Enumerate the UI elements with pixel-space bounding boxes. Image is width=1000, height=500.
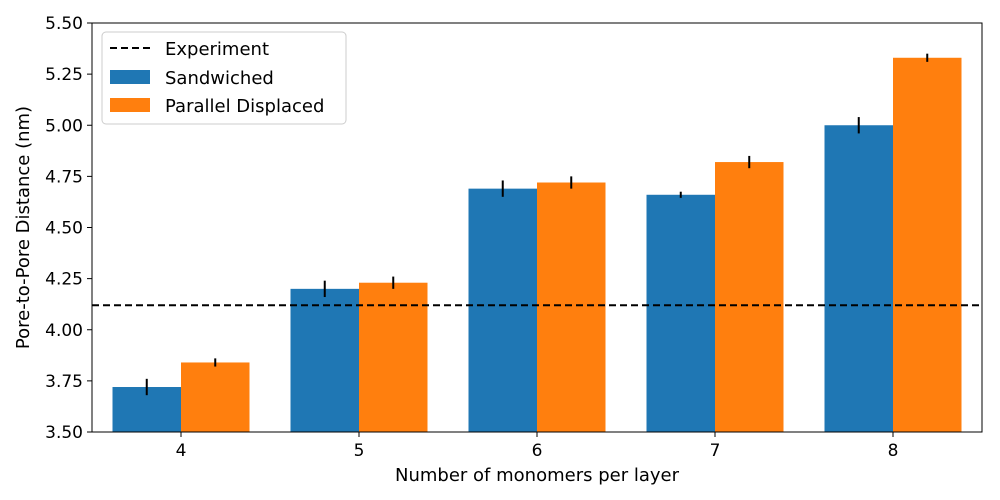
y-tick-label: 4.50 xyxy=(45,219,83,239)
x-tick-label: 6 xyxy=(532,441,543,461)
legend-label-experiment: Experiment xyxy=(165,39,269,60)
legend-box xyxy=(101,31,347,125)
legend: Experiment Sandwiched Parallel Displaced xyxy=(101,31,347,125)
bar-sandwiched-5 xyxy=(290,288,359,432)
y-tick-label: 4.25 xyxy=(45,270,83,290)
legend-swatch-parallel-displaced xyxy=(110,98,150,112)
x-axis-label: Number of monomers per layer xyxy=(395,465,680,486)
bar-sandwiched-6 xyxy=(468,188,537,432)
bar-parallel-displaced-6 xyxy=(537,182,606,432)
axes-layer: 3.50 3.75 4.00 4.25 4.50 4.75 5.00 5.25 5.50 4 5 6 7… xyxy=(45,14,983,461)
x-tick-label: 5 xyxy=(354,441,365,461)
error-bars-layer xyxy=(145,53,929,396)
bar-parallel-displaced-8 xyxy=(893,57,962,432)
y-tick-label: 4.75 xyxy=(45,167,83,187)
bar-parallel-displaced-4 xyxy=(181,362,250,432)
y-axis-label: Pore-to-Pore Distance (nm) xyxy=(13,106,34,349)
y-tick-label: 3.75 xyxy=(45,372,83,392)
y-tick-label: 4.00 xyxy=(45,321,83,341)
y-tick-label: 5.00 xyxy=(45,116,83,136)
x-tick-label: 8 xyxy=(888,441,899,461)
bar-sandwiched-8 xyxy=(824,125,893,432)
bar-parallel-displaced-5 xyxy=(359,282,428,432)
bar-parallel-displaced-7 xyxy=(715,162,784,432)
bar-sandwiched-7 xyxy=(646,194,715,432)
x-tick-label: 4 xyxy=(176,441,187,461)
x-tick-label: 7 xyxy=(710,441,721,461)
legend-label-parallel-displaced: Parallel Displaced xyxy=(165,96,324,117)
legend-swatch-sandwiched xyxy=(110,70,150,84)
y-tick-label: 3.50 xyxy=(45,423,83,443)
legend-label-sandwiched: Sandwiched xyxy=(165,68,274,89)
y-tick-label: 5.25 xyxy=(45,65,83,85)
bars-layer xyxy=(112,57,962,432)
y-tick-label: 5.50 xyxy=(45,14,83,34)
